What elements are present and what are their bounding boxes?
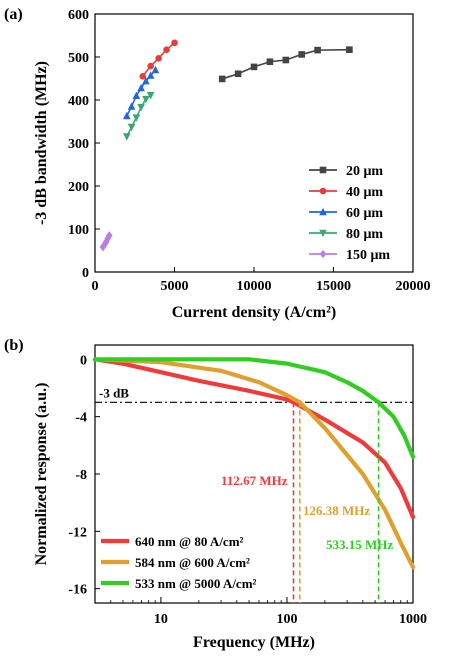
- y-tick-label: 0: [80, 353, 87, 368]
- data-point: [147, 62, 154, 70]
- data-point: [163, 46, 170, 53]
- panel-a-y-axis-label: -3 dB bandwidth (MHz): [33, 61, 50, 225]
- panel-b-y-axis-label: Normalized response (a.u.): [33, 383, 50, 566]
- legend-label: 584 nm @ 600 A/cm²: [135, 555, 250, 570]
- data-point: [146, 91, 155, 100]
- data-point: [155, 54, 162, 62]
- legend-marker: [319, 207, 327, 216]
- x-tick-label: 100: [276, 612, 297, 627]
- series-1: [139, 39, 178, 80]
- x-tick-label: 5000: [161, 279, 189, 294]
- series-0: [218, 46, 353, 83]
- data-point: [106, 231, 113, 240]
- series-3: [123, 91, 155, 141]
- panel-a-series: [99, 39, 353, 252]
- response-curve-2: [92, 357, 416, 459]
- legend-marker: [319, 187, 327, 195]
- y-tick-label: -16: [68, 583, 87, 598]
- data-point: [137, 83, 145, 92]
- data-point: [104, 234, 112, 243]
- data-point: [266, 58, 274, 66]
- data-point: [127, 123, 136, 132]
- legend-label: 80 μm: [346, 227, 383, 242]
- panel-b-cutoff-labels: 112.67 MHz 126.38 MHz 533.15 MHz: [221, 402, 393, 603]
- y-tick-label: 100: [68, 223, 89, 238]
- response-curve-0: [92, 357, 416, 520]
- y-tick-label: 600: [68, 8, 89, 23]
- x-tick-label: 10000: [237, 279, 272, 294]
- legend-marker: [319, 229, 327, 238]
- legend-marker: [319, 166, 327, 174]
- series-4: [99, 231, 113, 252]
- data-point: [142, 95, 150, 104]
- legend-item: 40 μm: [309, 185, 383, 200]
- data-point: [137, 104, 145, 112]
- series-2: [123, 65, 160, 120]
- data-point: [132, 114, 141, 122]
- y-tick-label: 500: [68, 51, 89, 66]
- panel-b-label: (b): [4, 337, 24, 354]
- panel-b-ticks: 10 100 1000 0 -4 -8 -12 -16: [68, 353, 427, 627]
- data-point: [346, 46, 353, 53]
- y-tick-label: 0: [82, 266, 89, 281]
- cutoff-frequency-label: 126.38 MHz: [303, 503, 370, 518]
- data-point: [218, 75, 226, 83]
- panel-a-legend: 20 μm 40 μm 60 μm 80 μm 150 μm: [309, 164, 390, 263]
- data-point: [234, 70, 242, 78]
- minus-3db-label: -3 dB: [99, 385, 129, 400]
- panel-b-legend: 640 nm @ 80 A/cm² 584 nm @ 600 A/cm² 533 n…: [101, 534, 257, 591]
- panel-a-ticks: 0 5000 10000 15000 20000 0 100 200 300 400 500 600: [68, 8, 431, 294]
- legend-item: 150 μm: [309, 248, 390, 263]
- y-tick-label: -4: [75, 411, 87, 426]
- legend-item: 584 nm @ 600 A/cm²: [101, 555, 250, 570]
- y-tick-label: 300: [68, 137, 89, 152]
- data-point: [123, 111, 131, 120]
- y-tick-label: 200: [68, 180, 89, 195]
- data-point: [127, 102, 136, 110]
- cutoff-frequency-label: 112.67 MHz: [221, 473, 288, 488]
- panel-b-reference-lines: -3 dB: [95, 385, 413, 403]
- data-point: [298, 51, 305, 58]
- x-tick-label: 0: [92, 279, 99, 294]
- legend-label: 640 nm @ 80 A/cm²: [135, 534, 244, 549]
- panel-a-x-axis-label: Current density (A/cm²): [172, 304, 336, 321]
- x-tick-label: 15000: [316, 279, 351, 294]
- y-tick-label: 400: [68, 94, 89, 109]
- data-point: [142, 76, 150, 85]
- data-point: [314, 46, 321, 54]
- panel-b-x-axis-label: Frequency (MHz): [193, 634, 315, 651]
- legend-label: 60 μm: [346, 206, 383, 221]
- x-tick-label: 20000: [396, 279, 431, 294]
- legend-label: 40 μm: [346, 185, 383, 200]
- legend-item: 20 μm: [309, 164, 383, 179]
- data-point: [123, 133, 131, 141]
- legend-marker: [319, 249, 327, 259]
- panel-b: (b) 10 100 1000 0 -4 -8 -12 -16 -3 dB 112.67 MH…: [4, 337, 427, 651]
- data-point: [282, 56, 290, 64]
- legend-label: 533 nm @ 5000 A/cm²: [135, 576, 257, 591]
- x-tick-label: 1000: [399, 612, 427, 627]
- legend-item: 80 μm: [309, 227, 383, 242]
- panel-a-label: (a): [4, 6, 23, 23]
- legend-label: 150 μm: [346, 248, 390, 263]
- data-point: [101, 240, 108, 249]
- data-point: [171, 39, 178, 47]
- panel-a: (a) 0 5000 10000 15000 20000 0 100 200 300 400 500…: [4, 6, 431, 321]
- data-point: [132, 91, 141, 99]
- data-point: [139, 73, 146, 80]
- legend-item: 533 nm @ 5000 A/cm²: [101, 576, 257, 591]
- cutoff-frequency-label: 533.15 MHz: [326, 537, 393, 552]
- data-point: [250, 63, 258, 71]
- legend-item: 640 nm @ 80 A/cm²: [101, 534, 244, 549]
- legend-label: 20 μm: [346, 164, 383, 179]
- y-tick-label: -8: [75, 468, 87, 483]
- data-point: [151, 65, 160, 74]
- data-point: [146, 71, 155, 79]
- x-tick-label: 10: [154, 612, 168, 627]
- y-tick-label: -12: [68, 525, 87, 540]
- legend-item: 60 μm: [309, 206, 383, 221]
